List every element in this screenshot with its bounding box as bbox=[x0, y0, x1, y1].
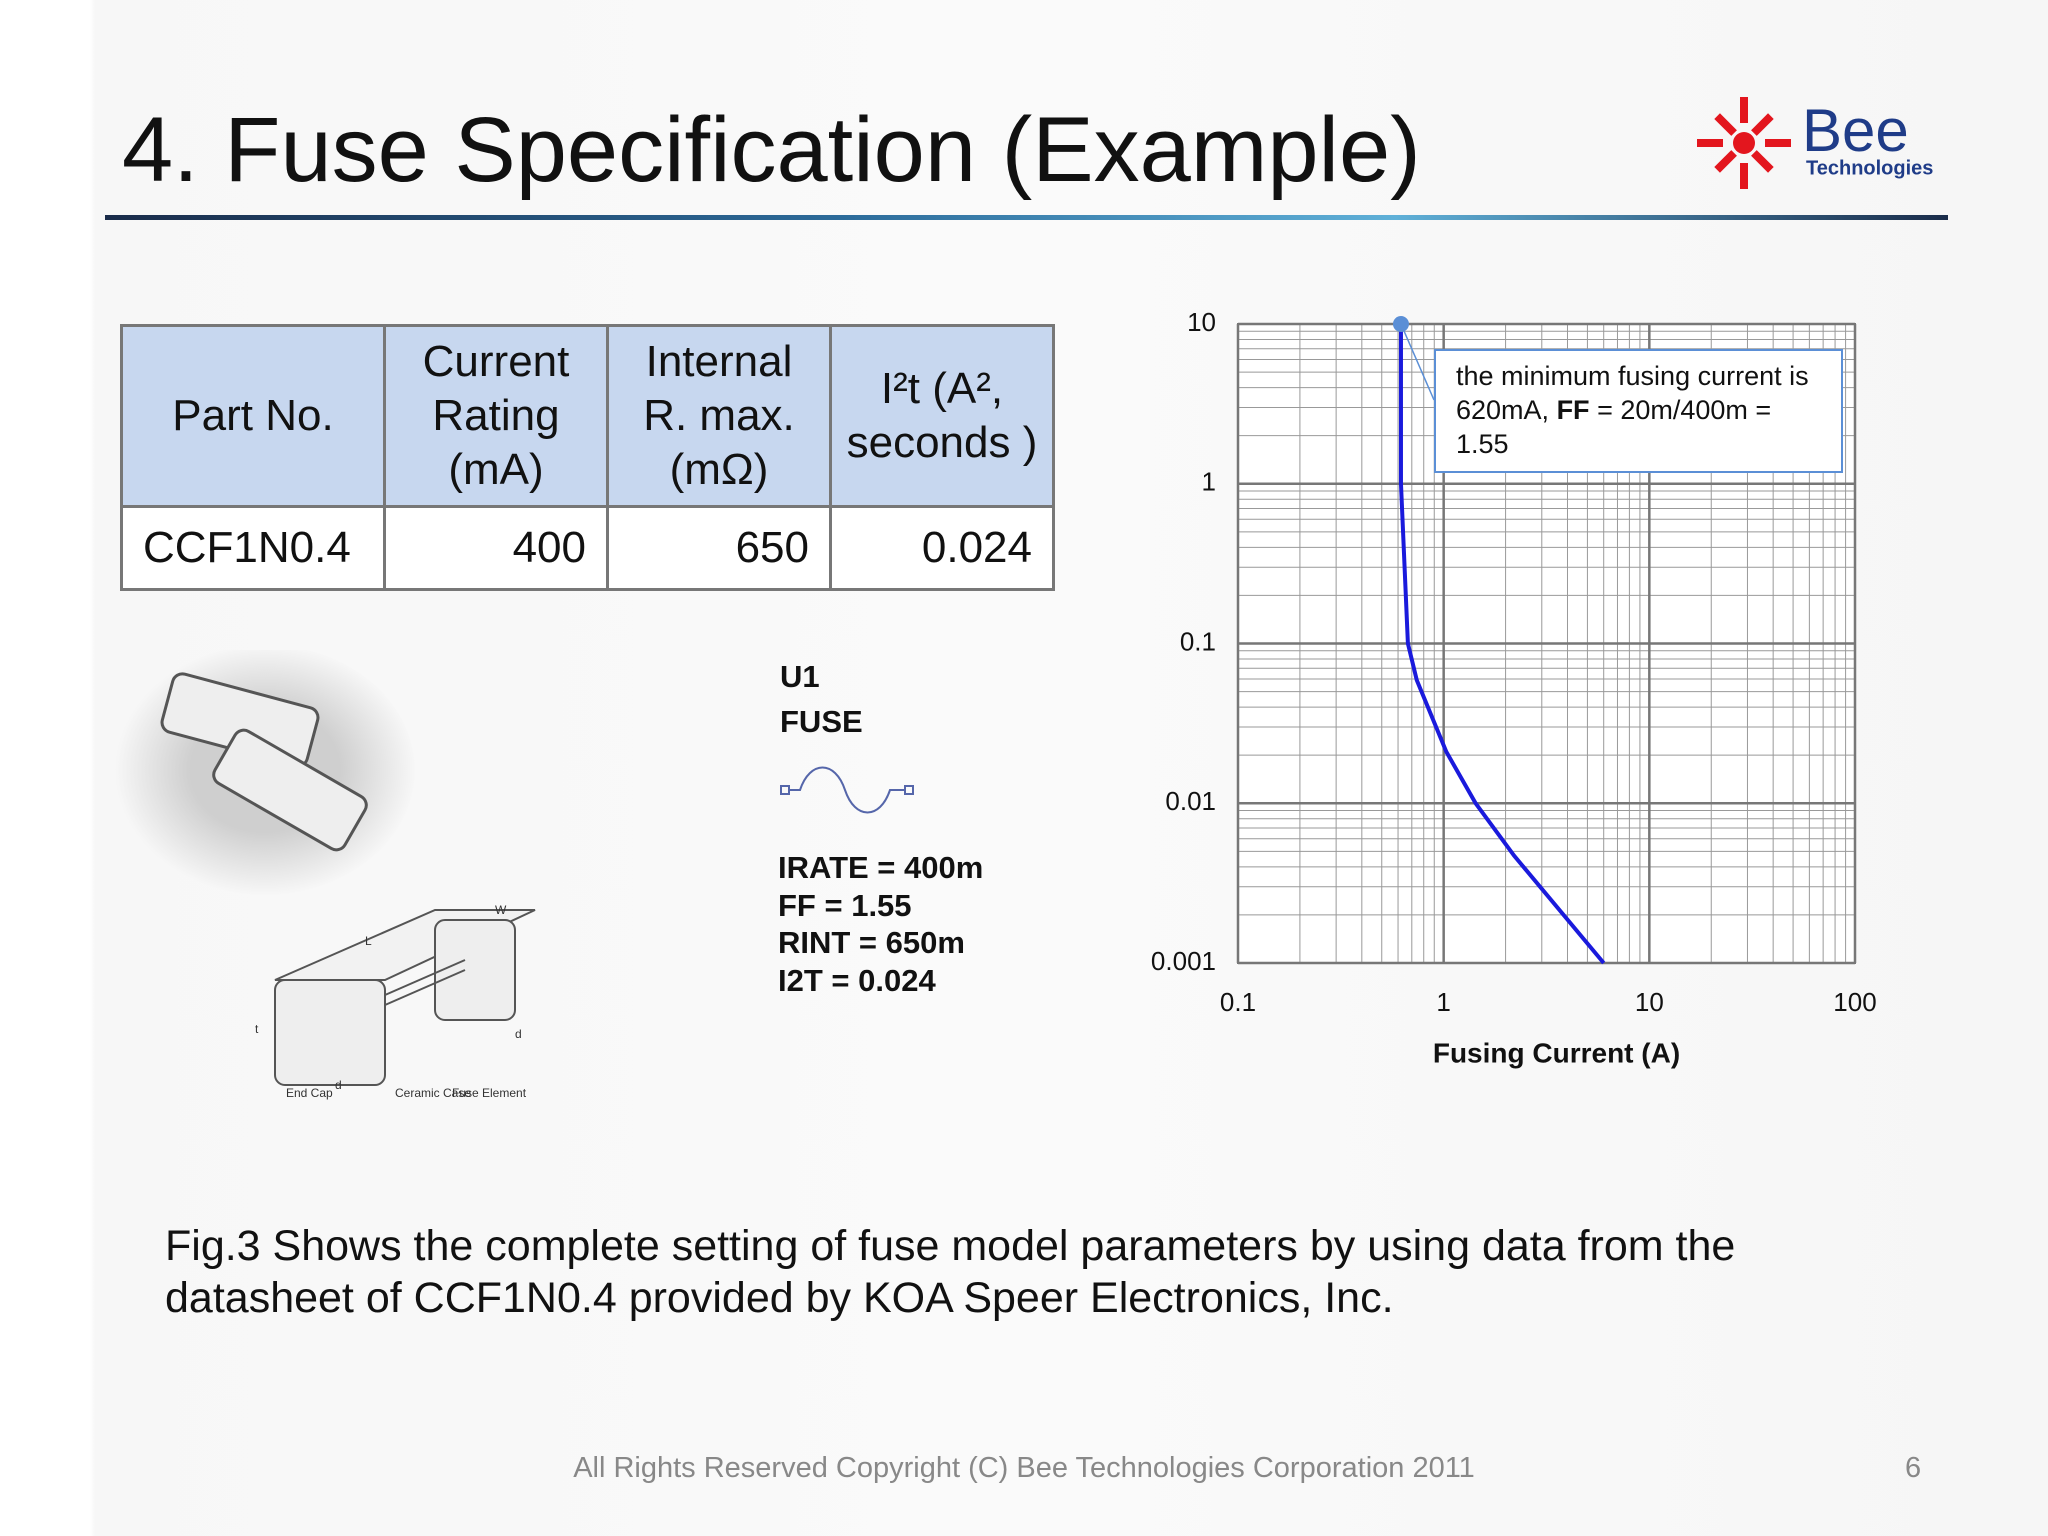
model-param: FF = 1.55 bbox=[778, 888, 912, 923]
model-param: RINT = 650m bbox=[778, 925, 965, 960]
spec-table: Part No. Current Rating (mA) Internal R.… bbox=[120, 324, 1055, 591]
title-rule bbox=[105, 215, 1948, 220]
model-param: IRATE = 400m bbox=[778, 850, 984, 885]
annotation-text: = 20m/400m = 1.55 bbox=[1456, 395, 1772, 459]
figure-label: Fuse Element bbox=[452, 1086, 527, 1100]
caption-line: Fig.3 Shows the complete setting of fuse… bbox=[165, 1222, 1736, 1270]
cell: 400 bbox=[383, 505, 609, 591]
annotation-text: FF bbox=[1556, 395, 1590, 425]
model-param: I2T = 0.024 bbox=[778, 963, 936, 998]
header-row: Part No. Current Rating (mA) Internal R.… bbox=[120, 324, 1055, 508]
plot-frame bbox=[1237, 323, 1856, 964]
chip-drawing bbox=[274, 909, 536, 1086]
annotation-leader bbox=[1400, 323, 1435, 401]
logo-name: Bee bbox=[1802, 97, 1909, 164]
x-tick-label: 1 bbox=[1436, 987, 1450, 1017]
logo-star bbox=[1697, 97, 1791, 189]
data-row: CCF1N0.4 400 650 0.024 bbox=[120, 505, 1055, 591]
logo: Bee Technologies bbox=[1697, 97, 1933, 189]
annotation-text: the minimum fusing current is 620mA, bbox=[1456, 361, 1809, 425]
figure-label: Ceramic Case bbox=[395, 1086, 471, 1100]
model-ref: U1 bbox=[780, 659, 820, 694]
dimension-label: d bbox=[515, 1027, 522, 1041]
header-cell: I²t (A², seconds ) bbox=[829, 324, 1055, 508]
header-cell: Part No. bbox=[120, 324, 386, 508]
dimension-label: W bbox=[495, 903, 507, 917]
figure-label: End Cap bbox=[286, 1086, 333, 1100]
page-number: 6 bbox=[1905, 1452, 1922, 1484]
slide-title: 4. Fuse Specification (Example) bbox=[122, 99, 1421, 201]
header-cell: Internal R. max. (mΩ) bbox=[606, 324, 832, 508]
dimension-label: L bbox=[365, 934, 372, 948]
dimension-label: d bbox=[335, 1078, 342, 1092]
logo-tagline: Technologies bbox=[1806, 157, 1933, 179]
chart-annotation: the minimum fusing current is 620mA, FF … bbox=[1434, 349, 1843, 473]
header-cell: Current Rating (mA) bbox=[383, 324, 609, 508]
x-tick-label: 0.1 bbox=[1220, 987, 1256, 1017]
highlight-point bbox=[1392, 316, 1409, 332]
cell: CCF1N0.4 bbox=[120, 505, 386, 591]
y-tick-label: 0.01 bbox=[1165, 786, 1216, 816]
cell: 0.024 bbox=[829, 505, 1055, 591]
fuse-symbol bbox=[780, 766, 914, 814]
y-tick-label: 1 bbox=[1202, 467, 1216, 497]
y-tick-label: 10 bbox=[1187, 307, 1216, 337]
x-tick-label: 100 bbox=[1833, 987, 1876, 1017]
footer-copyright: All Rights Reserved Copyright (C) Bee Te… bbox=[573, 1452, 1475, 1484]
y-tick-label: 0.1 bbox=[1180, 626, 1216, 656]
fuse-chart: 0.1 1 10 100 0.001 0.01 0.1 1 10 Fusing Current (… bbox=[1151, 307, 1877, 1069]
fuse-figures: End Cap Ceramic Case Fuse Element L W t … bbox=[115, 650, 536, 1100]
x-tick-label: 10 bbox=[1635, 987, 1664, 1017]
chip bbox=[212, 728, 368, 852]
dimension-label: t bbox=[255, 1022, 259, 1036]
caption-line: datasheet of CCF1N0.4 provided by KOA Sp… bbox=[165, 1274, 1394, 1322]
cell: 650 bbox=[606, 505, 832, 591]
model-name: FUSE bbox=[780, 704, 863, 739]
x-axis-title: Fusing Current (A) bbox=[1433, 1037, 1680, 1068]
y-tick-label: 0.001 bbox=[1151, 946, 1216, 976]
data-line bbox=[1398, 324, 1606, 965]
